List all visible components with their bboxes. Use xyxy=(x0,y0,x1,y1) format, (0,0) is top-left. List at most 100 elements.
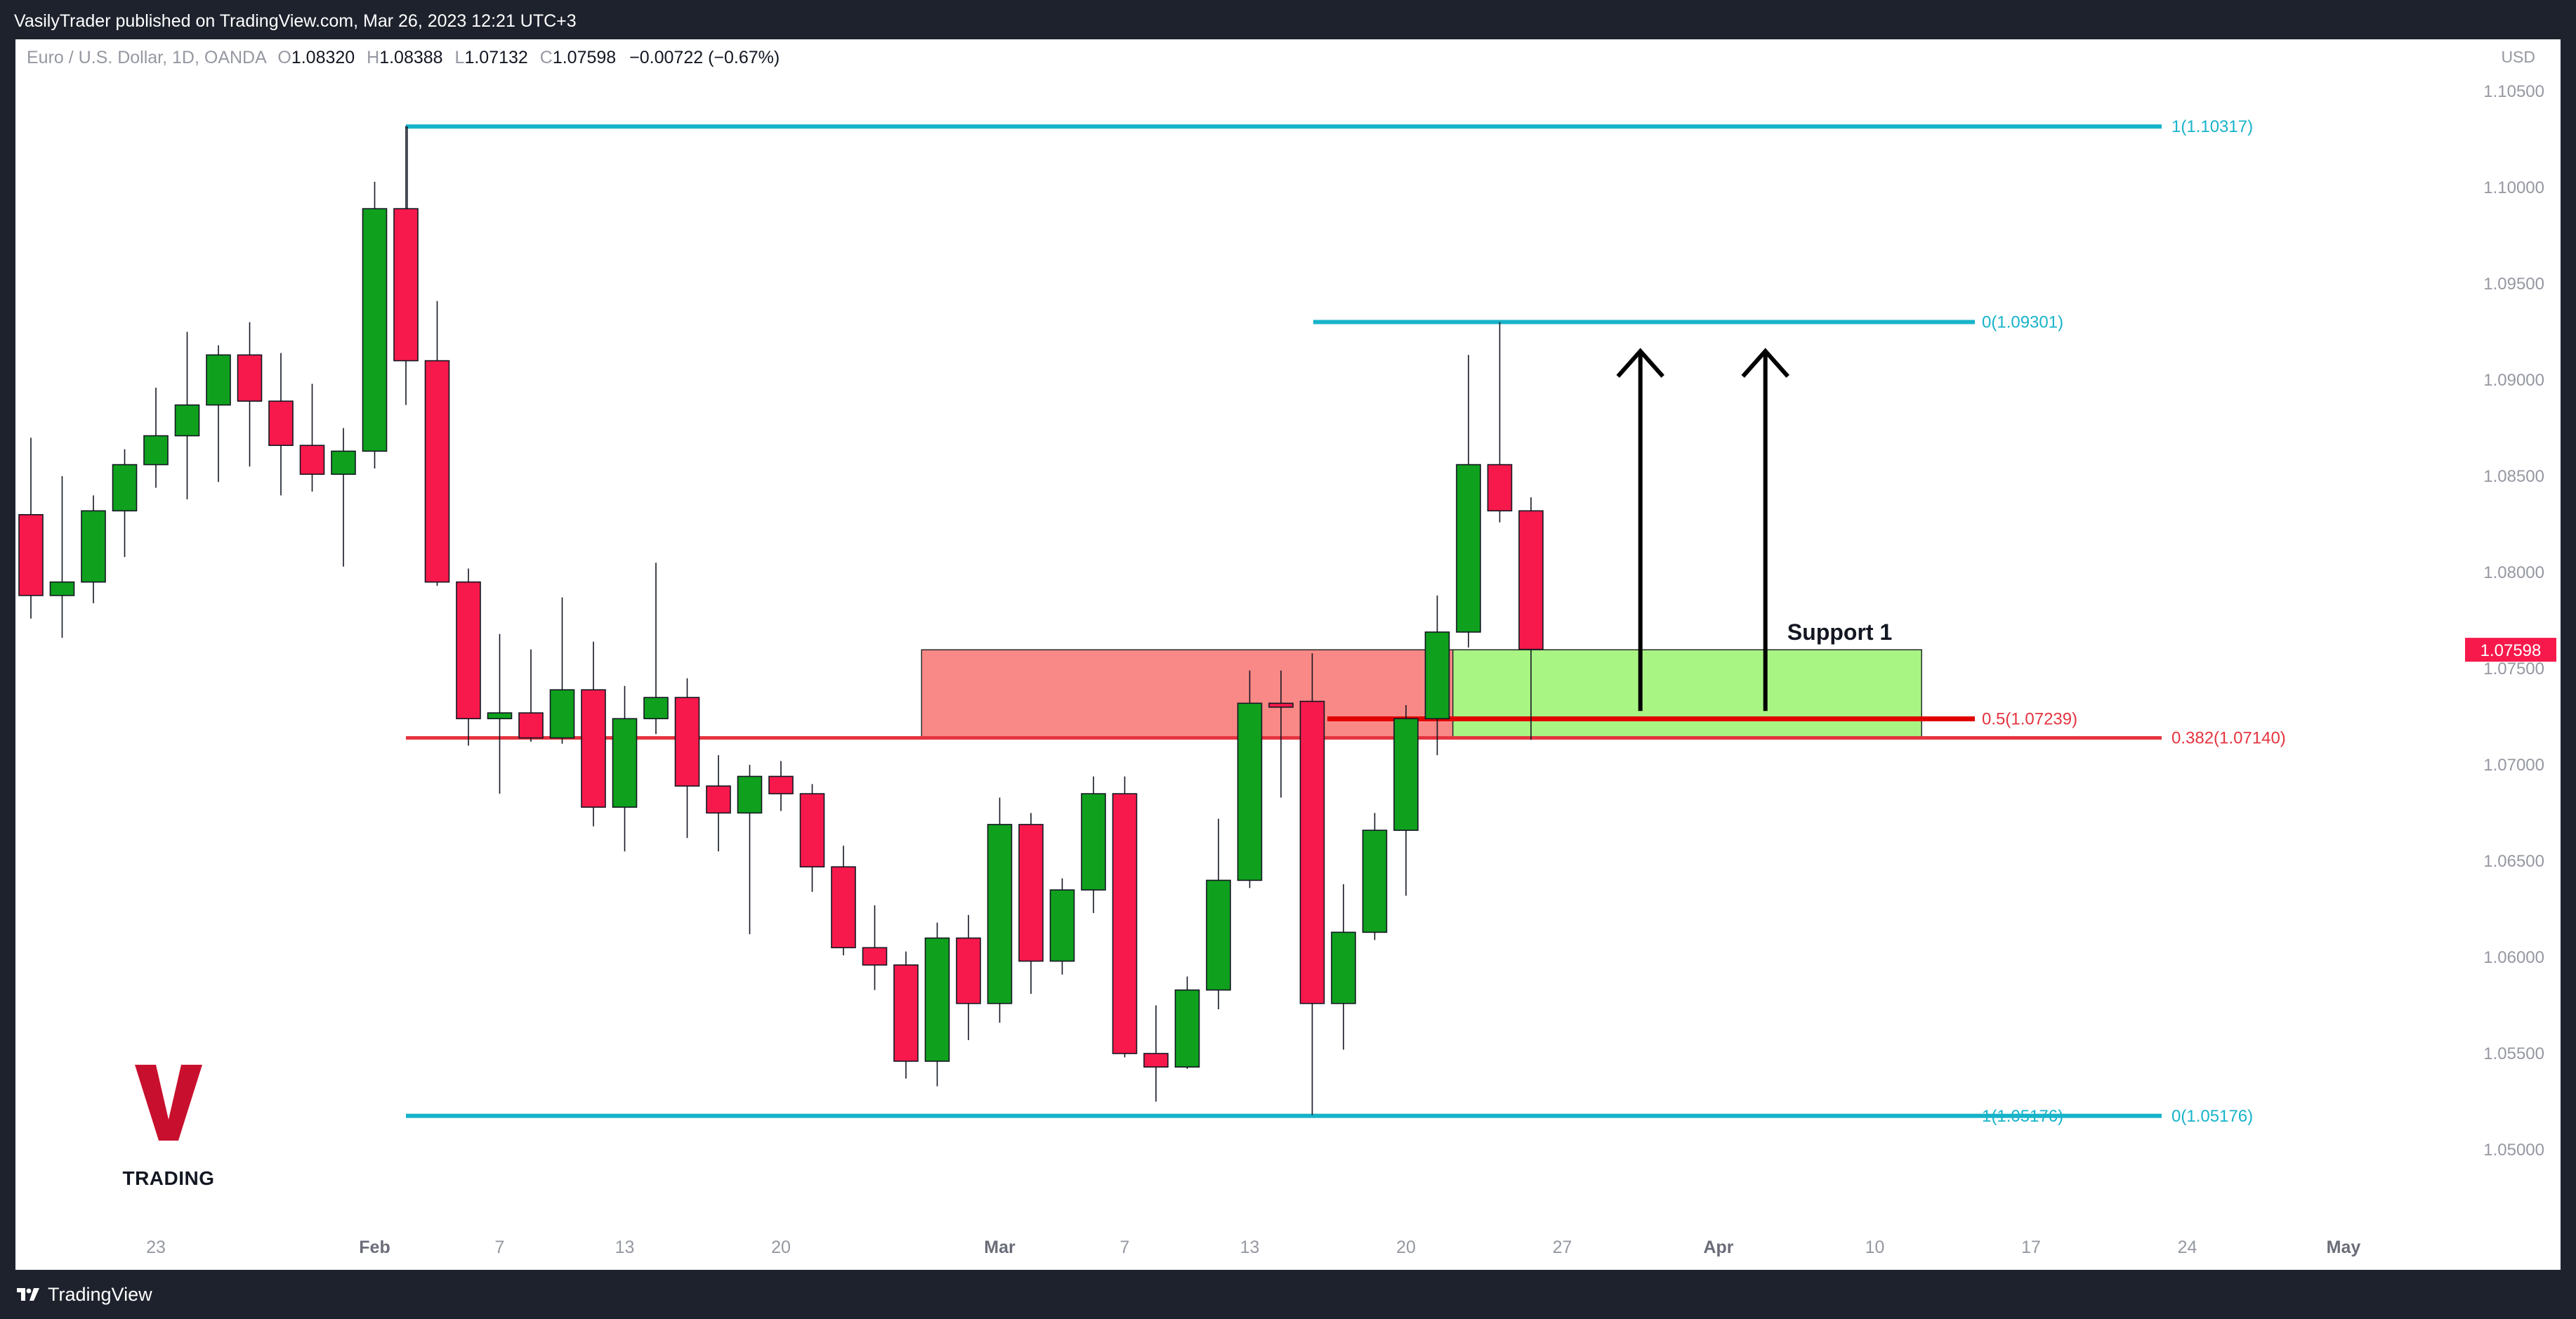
y-tick-label: 1.08500 xyxy=(2483,467,2544,486)
x-tick-label: 7 xyxy=(1120,1238,1130,1257)
currency-label[interactable]: USD xyxy=(2501,48,2535,66)
low-label: L xyxy=(454,48,465,67)
candle-down xyxy=(581,689,606,808)
candle-down xyxy=(893,964,919,1062)
y-tick-label: 1.07000 xyxy=(2483,756,2544,775)
candle-up xyxy=(1049,889,1075,962)
candle-up xyxy=(143,435,169,466)
y-tick-label: 1.05000 xyxy=(2483,1141,2544,1160)
symbol-name[interactable]: Euro / U.S. Dollar, 1D, OANDA xyxy=(27,48,266,67)
candle-up xyxy=(1206,879,1231,991)
high-value: 1.08388 xyxy=(379,48,443,67)
candle-up xyxy=(612,718,638,808)
candle-down xyxy=(1299,700,1325,1004)
fib-label: 1(1.05176) xyxy=(1982,1107,2063,1126)
chart-canvas[interactable]: Support 1 1(1.10317) 0(1.09301) 0.5(1.07239… xyxy=(15,39,2561,1270)
tradingview-icon[interactable] xyxy=(17,1287,41,1302)
axis-layer: 1.05000 1.05500 1.06000 1.06500 1.07000 1.075… xyxy=(146,82,2556,1257)
change-value: −0.00722 (−0.67%) xyxy=(629,48,780,67)
y-tick-label: 1.10500 xyxy=(2483,82,2544,101)
open-label: O xyxy=(277,48,291,67)
zone-support xyxy=(1452,649,1922,739)
chart-pane[interactable]: Support 1 1(1.10317) 0(1.09301) 0.5(1.07239… xyxy=(15,39,2561,1270)
footer-bar: TradingView xyxy=(0,1270,2576,1319)
y-tick-label: 1.07500 xyxy=(2483,660,2544,678)
up-arrow-head xyxy=(1616,348,1664,378)
zone-label-support-1: Support 1 xyxy=(1787,619,1892,645)
x-tick-label: 13 xyxy=(1240,1238,1260,1257)
x-tick-label: 17 xyxy=(2021,1238,2041,1257)
close-value: 1.07598 xyxy=(552,48,617,67)
y-tick-label: 1.09000 xyxy=(2483,371,2544,390)
x-tick-label: 20 xyxy=(771,1238,791,1257)
y-tick-label: 1.06500 xyxy=(2483,852,2544,871)
candle-down xyxy=(1018,824,1044,962)
y-tick-label: 1.10000 xyxy=(2483,178,2544,197)
open-value: 1.08320 xyxy=(291,48,355,67)
candle-up xyxy=(1174,989,1200,1068)
candle-down xyxy=(706,785,731,814)
x-tick-label: 13 xyxy=(615,1238,635,1257)
last-price-badge xyxy=(2465,638,2556,662)
x-tick-label: 24 xyxy=(2178,1238,2197,1257)
candle-down xyxy=(518,712,544,739)
candle-up xyxy=(1456,464,1481,633)
x-tick-label: 7 xyxy=(495,1238,505,1257)
candle-down xyxy=(956,937,981,1004)
candle-down xyxy=(1487,464,1513,512)
candle-up xyxy=(1331,931,1356,1004)
fib-label: 0(1.05176) xyxy=(2171,1107,2253,1126)
candles-layer xyxy=(18,126,1544,1115)
last-price-label: 1.07598 xyxy=(2480,641,2542,660)
candle-down xyxy=(18,513,44,596)
candle-up xyxy=(924,937,950,1062)
close-label: C xyxy=(539,48,553,67)
x-tick-label: 10 xyxy=(1865,1238,1885,1257)
candle-down xyxy=(1112,793,1138,1054)
x-tick-label: Mar xyxy=(984,1238,1016,1257)
candle-down xyxy=(299,445,325,475)
candle-up xyxy=(1424,631,1450,720)
candle-down xyxy=(237,354,263,402)
candle-down xyxy=(268,400,294,446)
candle-up xyxy=(1393,718,1419,831)
x-tick-label: 27 xyxy=(1553,1238,1572,1257)
candle-up xyxy=(362,208,388,452)
candle-down xyxy=(1518,510,1544,650)
footer-brand[interactable]: TradingView xyxy=(48,1283,152,1305)
zones-layer xyxy=(921,649,1922,739)
candle-down xyxy=(862,947,888,966)
fib-label: 0.382(1.07140) xyxy=(2171,729,2286,748)
fib-label: 0.5(1.07239) xyxy=(1982,710,2077,729)
v-logo-icon xyxy=(135,1065,202,1141)
candle-up xyxy=(549,689,575,739)
logo-text: TRADING xyxy=(122,1167,215,1189)
x-tick-label: Feb xyxy=(359,1238,390,1257)
y-tick-label: 1.08000 xyxy=(2483,563,2544,582)
x-tick-label: Apr xyxy=(1703,1238,1733,1257)
candle-up xyxy=(737,775,763,814)
candle-down xyxy=(1143,1053,1169,1068)
symbol-legend: Euro / U.S. Dollar, 1D, OANDA O1.08320 H… xyxy=(27,48,780,68)
candle-down xyxy=(393,208,419,362)
levels-layer xyxy=(406,124,2162,1118)
y-tick-label: 1.09500 xyxy=(2483,275,2544,294)
published-header: VasilyTrader published on TradingView.co… xyxy=(14,11,577,31)
candle-down xyxy=(768,775,794,794)
up-arrow-head xyxy=(1741,348,1789,378)
x-tick-label: May xyxy=(2327,1238,2361,1257)
candle-down xyxy=(674,697,700,787)
candle-down xyxy=(1268,702,1294,708)
candle-down xyxy=(456,581,481,720)
high-label: H xyxy=(367,48,380,67)
y-tick-label: 1.05500 xyxy=(2483,1044,2544,1063)
candle-up xyxy=(206,354,231,406)
x-tick-label: 20 xyxy=(1396,1238,1416,1257)
candle-up xyxy=(112,464,138,512)
arrows-layer xyxy=(1616,348,1789,711)
candle-up xyxy=(49,581,75,596)
candle-up xyxy=(1362,829,1388,933)
candle-up xyxy=(331,450,356,475)
candle-down xyxy=(424,360,450,583)
candle-up xyxy=(643,697,669,720)
